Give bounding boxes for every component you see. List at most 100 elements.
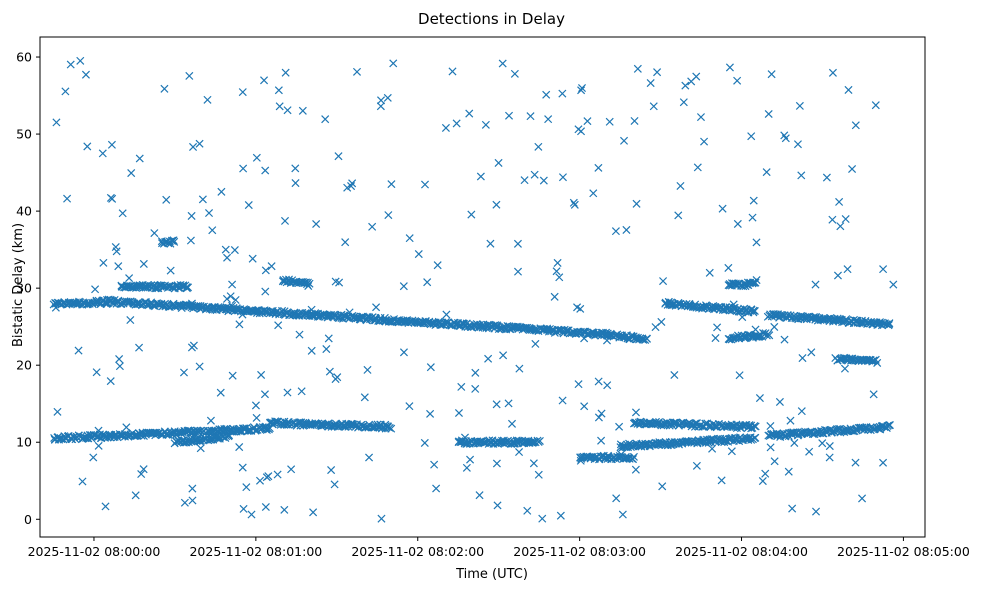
data-point [235, 443, 244, 452]
data-point [106, 377, 115, 386]
data-point [430, 460, 439, 469]
data-point [312, 219, 321, 229]
data-point [222, 294, 231, 303]
data-point [122, 423, 131, 432]
data-point [693, 163, 702, 172]
data-point [291, 164, 300, 173]
data-point [605, 117, 614, 126]
y-tick-label: 0 [24, 512, 32, 527]
data-point [843, 265, 852, 274]
data-point [504, 399, 513, 408]
data-point [188, 496, 197, 505]
data-point [580, 402, 589, 411]
data-point [238, 463, 247, 472]
data-point [597, 409, 606, 418]
data-point [676, 299, 685, 308]
data-point [707, 435, 716, 444]
data-point [594, 413, 603, 422]
data-point [108, 194, 117, 203]
data-point [871, 101, 880, 110]
data-point [765, 331, 774, 340]
data-point [118, 209, 127, 218]
data-point [885, 319, 894, 328]
data-point [641, 439, 650, 448]
data-point [135, 343, 144, 352]
data-point [283, 388, 292, 397]
data-point [169, 236, 178, 245]
data-point [131, 491, 140, 500]
y-tick-label: 40 [16, 204, 32, 219]
data-point [762, 168, 771, 177]
data-point [433, 261, 442, 270]
data-point [280, 505, 289, 514]
data-point [251, 401, 260, 410]
data-point [76, 56, 85, 65]
data-point [751, 433, 760, 442]
data-point [352, 67, 362, 76]
data-point [463, 439, 472, 448]
data-point [735, 371, 744, 380]
data-point [576, 456, 585, 465]
data-point [558, 89, 567, 98]
data-point [187, 211, 196, 220]
data-point [260, 390, 269, 399]
data-point [766, 443, 775, 452]
data-point [761, 469, 770, 478]
data-point [836, 222, 845, 231]
data-point [376, 96, 386, 105]
data-point [115, 362, 124, 371]
data-point [751, 422, 760, 431]
data-point [498, 59, 507, 68]
data-point [226, 292, 235, 301]
data-point [196, 444, 205, 453]
data-point [337, 310, 346, 319]
data-point [228, 280, 237, 289]
data-point [577, 127, 586, 136]
data-point [331, 375, 340, 384]
plot-area-frame [39, 36, 926, 538]
data-point [798, 354, 807, 363]
data-point [267, 262, 276, 271]
data-point [273, 470, 282, 479]
data-point [185, 71, 194, 80]
data-point [659, 277, 668, 286]
data-point [835, 197, 844, 206]
data-point [828, 426, 837, 435]
data-point [710, 422, 719, 431]
data-point [180, 498, 189, 507]
data-point [492, 200, 501, 209]
data-point [242, 483, 251, 492]
data-point [558, 173, 567, 182]
data-point [494, 158, 503, 167]
data-point [334, 152, 343, 161]
data-point [376, 102, 385, 111]
y-tick-label: 20 [16, 358, 32, 373]
data-point [530, 170, 539, 179]
x-tick-label: 2025-11-02 08:00:00 [28, 544, 161, 559]
data-point [631, 465, 640, 474]
data-point [807, 348, 816, 357]
data-point [98, 149, 107, 158]
data-point [611, 227, 620, 236]
data-point [531, 339, 540, 348]
data-point [162, 195, 171, 204]
data-point [166, 266, 175, 275]
data-point [179, 368, 188, 377]
data-point [260, 76, 269, 85]
data-point [466, 455, 475, 464]
data-point [101, 502, 110, 511]
data-point [705, 268, 714, 277]
data-point [139, 259, 148, 268]
data-point [239, 164, 248, 173]
data-point [885, 421, 894, 430]
data-point [612, 494, 621, 503]
data-point [602, 336, 612, 345]
data-point [577, 86, 586, 95]
data-point [454, 408, 463, 418]
data-point [748, 213, 757, 222]
data-point [106, 295, 115, 304]
data-point [569, 198, 578, 207]
data-point [111, 242, 120, 252]
data-point [631, 408, 640, 417]
data-point [583, 117, 592, 126]
